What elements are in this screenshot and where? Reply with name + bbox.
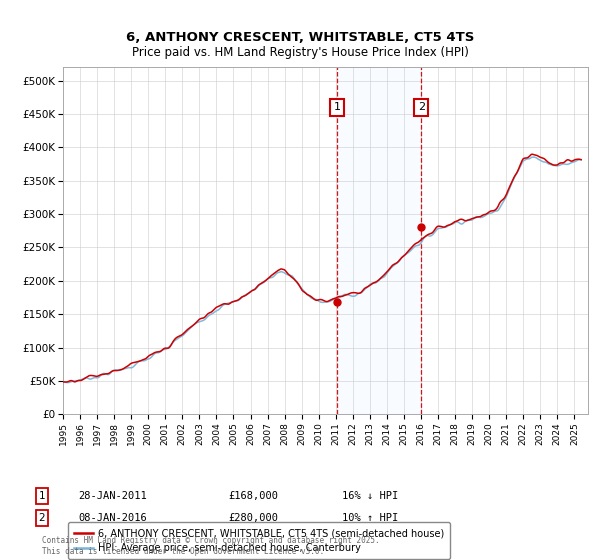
Text: 2: 2	[418, 102, 425, 112]
Text: 28-JAN-2011: 28-JAN-2011	[78, 491, 147, 501]
Text: 1: 1	[334, 102, 340, 112]
Text: 08-JAN-2016: 08-JAN-2016	[78, 513, 147, 523]
Text: £168,000: £168,000	[228, 491, 278, 501]
Text: 1: 1	[38, 491, 46, 501]
Text: Price paid vs. HM Land Registry's House Price Index (HPI): Price paid vs. HM Land Registry's House …	[131, 46, 469, 59]
Text: 2: 2	[38, 513, 46, 523]
Text: 16% ↓ HPI: 16% ↓ HPI	[342, 491, 398, 501]
Text: Contains HM Land Registry data © Crown copyright and database right 2025.
This d: Contains HM Land Registry data © Crown c…	[42, 536, 380, 556]
Text: £280,000: £280,000	[228, 513, 278, 523]
Bar	[337, 67, 421, 414]
Text: 10% ↑ HPI: 10% ↑ HPI	[342, 513, 398, 523]
Legend: 6, ANTHONY CRESCENT, WHITSTABLE, CT5 4TS (semi-detached house), HPI: Average pri: 6, ANTHONY CRESCENT, WHITSTABLE, CT5 4TS…	[68, 522, 450, 559]
Text: 6, ANTHONY CRESCENT, WHITSTABLE, CT5 4TS: 6, ANTHONY CRESCENT, WHITSTABLE, CT5 4TS	[126, 31, 474, 44]
